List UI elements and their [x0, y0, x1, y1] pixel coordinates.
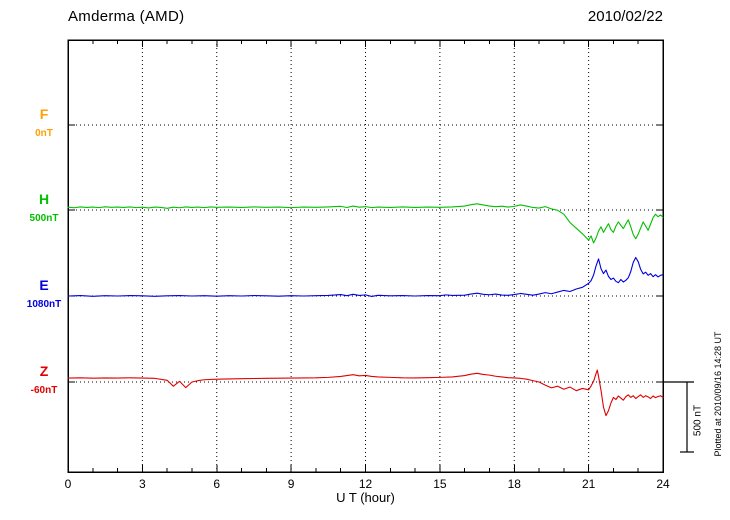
x-tick-label: 15 [433, 477, 447, 491]
series-letter-Z: Z [39, 363, 49, 379]
trace-E [67, 256, 664, 297]
series-baseline-value-H: 500nT [29, 213, 59, 224]
trace-H [67, 203, 664, 244]
plot-frame [67, 39, 664, 473]
x-tick-label: 12 [358, 477, 373, 491]
scale-bar-label: 500 nT [692, 404, 704, 437]
plot-date: 2010/02/22 [587, 8, 663, 25]
series-letter-E: E [39, 277, 49, 293]
plotted-at-footnote: Plotted at 2010/09/16 14:28 UT [713, 331, 723, 457]
x-tick-label: 24 [656, 477, 670, 491]
x-tick-label: 18 [507, 477, 521, 491]
series-letter-F: F [39, 106, 49, 122]
x-tick-label: 9 [287, 477, 295, 491]
series-letter-H: H [38, 191, 50, 207]
x-axis-title: U T (hour) [336, 490, 395, 505]
series-baseline-value-E: 1080nT [26, 299, 62, 310]
trace-Z [67, 369, 664, 417]
x-tick-label: 21 [581, 477, 596, 491]
dotted-grid [68, 40, 663, 472]
station-title: Amderma (AMD) [68, 8, 185, 25]
x-tick-label: 6 [213, 477, 221, 491]
scale-bar [663, 381, 694, 453]
x-tick-label: 0 [64, 477, 72, 491]
x-tick-label: 3 [139, 477, 146, 491]
series-baseline-value-F: 0nT [35, 128, 53, 139]
series-baseline-value-Z: -60nT [30, 385, 58, 396]
